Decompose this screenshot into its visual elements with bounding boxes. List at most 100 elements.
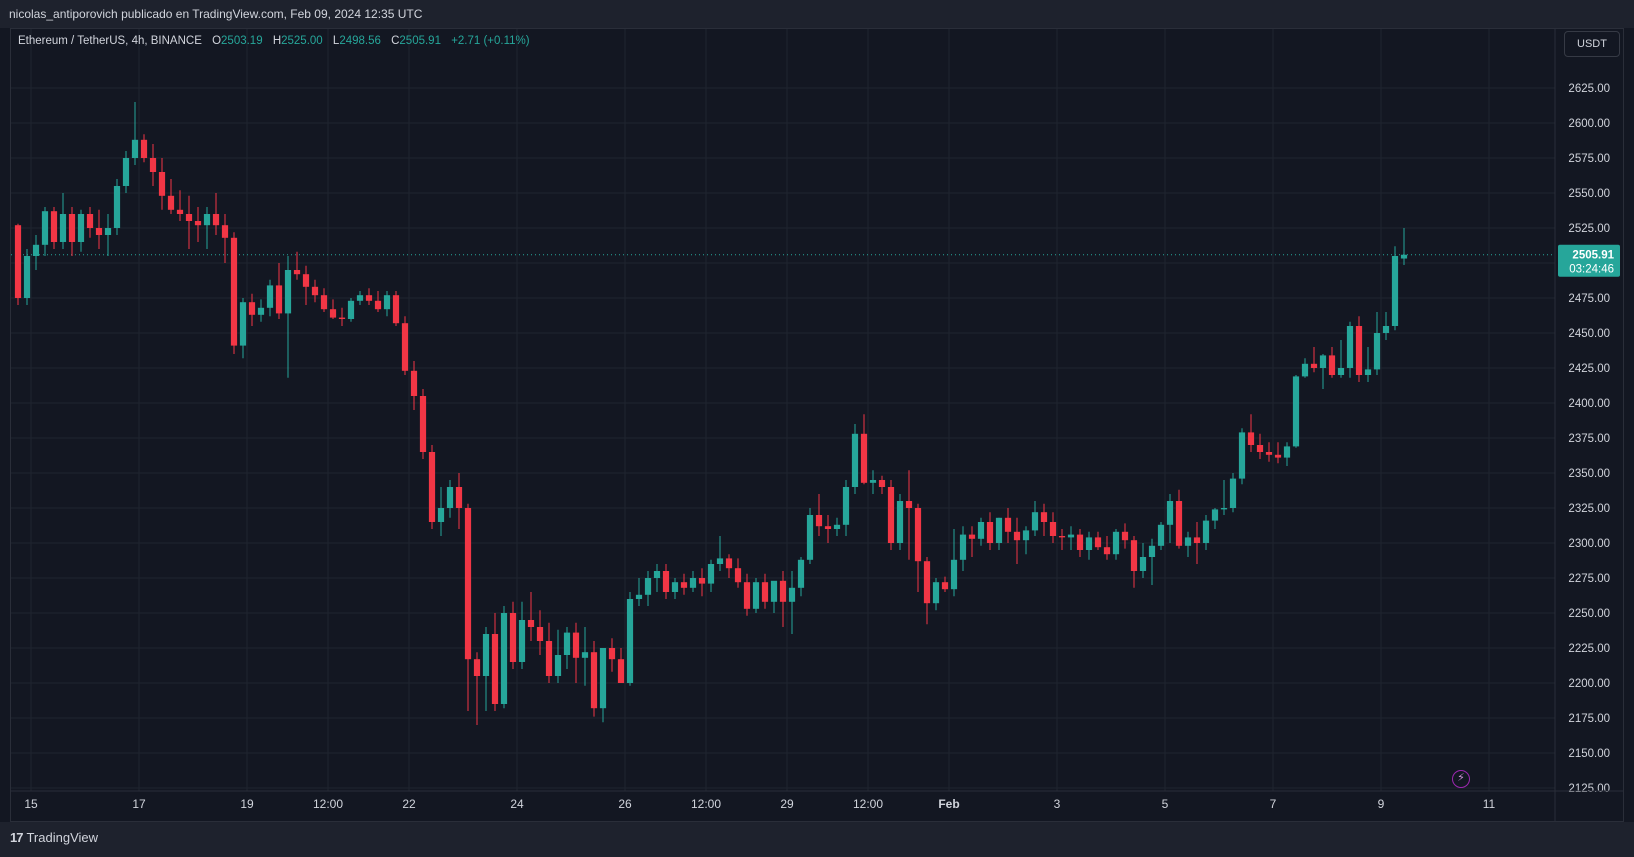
- candle-down: [293, 270, 301, 275]
- candle-down: [1274, 454, 1282, 458]
- y-tick-label: 2525.00: [1568, 223, 1610, 235]
- chart-frame: [10, 28, 1624, 822]
- candle-down: [986, 522, 994, 543]
- candle-down: [1256, 445, 1264, 452]
- candle-down: [428, 452, 436, 522]
- candle-up: [563, 632, 571, 655]
- candle-up: [1391, 256, 1399, 326]
- candle-down: [905, 501, 913, 508]
- candle-up: [653, 571, 661, 578]
- candle-up: [1184, 537, 1192, 546]
- candle-down: [176, 209, 184, 214]
- candle-up: [1022, 530, 1030, 541]
- candle-up: [635, 594, 643, 599]
- y-tick-label: 2400.00: [1568, 398, 1610, 410]
- candle-up: [788, 587, 796, 602]
- candle-up: [257, 307, 265, 315]
- candle-up: [500, 613, 508, 704]
- symbol-title[interactable]: Ethereum / TetherUS, 4h, BINANCE: [18, 35, 202, 47]
- candle-up: [383, 295, 391, 310]
- candle-down: [230, 237, 238, 346]
- y-tick-label: 2250.00: [1568, 608, 1610, 620]
- candle-up: [770, 580, 778, 602]
- y-tick-label: 2550.00: [1568, 188, 1610, 200]
- x-tick-label: 29: [780, 797, 794, 811]
- candle-up: [806, 515, 814, 560]
- tradingview-brand: TradingView: [26, 830, 99, 845]
- candle-up: [689, 578, 697, 588]
- candle-up: [554, 655, 562, 676]
- lightning-icon[interactable]: ⚡: [1452, 770, 1470, 788]
- candle-down: [545, 641, 553, 676]
- candle-down: [1049, 522, 1057, 536]
- candle-up: [446, 487, 454, 508]
- y-tick-label: 2325.00: [1568, 503, 1610, 515]
- change-value: +2.71 (+0.11%): [451, 35, 530, 47]
- candle-down: [779, 580, 787, 602]
- tradingview-logo[interactable]: 17 TradingView: [10, 830, 98, 845]
- candle-up: [482, 634, 490, 676]
- candle-down: [140, 139, 148, 158]
- candle-up: [869, 480, 877, 483]
- x-tick-label: 5: [1162, 797, 1169, 811]
- x-tick-label: 7: [1270, 797, 1277, 811]
- publisher-bar: nicolas_antiporovich publicado en Tradin…: [0, 0, 1634, 28]
- candle-down: [221, 225, 229, 238]
- candle-up: [131, 139, 139, 158]
- y-tick-label: 2175.00: [1568, 713, 1610, 725]
- candle-up: [239, 302, 247, 346]
- candle-up: [1238, 432, 1246, 479]
- candle-up: [626, 599, 634, 683]
- candle-down: [392, 295, 400, 324]
- candle-down: [149, 158, 157, 172]
- candle-up: [896, 501, 904, 543]
- candle-up: [1202, 520, 1210, 543]
- x-tick-label: 11: [1483, 797, 1496, 811]
- candle-down: [617, 659, 625, 683]
- candle-up: [1382, 326, 1390, 333]
- high-value: 2525.00: [281, 35, 323, 47]
- y-tick-label: 2125.00: [1568, 783, 1610, 795]
- tradingview-logo-icon: 17: [10, 830, 24, 845]
- close-value: 2505.91: [399, 35, 441, 47]
- y-tick-label: 2575.00: [1568, 153, 1610, 165]
- candle-up: [1157, 524, 1165, 546]
- candle-up: [1220, 508, 1228, 510]
- y-tick-label: 2475.00: [1568, 293, 1610, 305]
- x-tick-label: 19: [240, 797, 254, 811]
- candle-down: [509, 613, 517, 662]
- candle-up: [1148, 545, 1156, 557]
- candle-up: [1373, 333, 1381, 370]
- open-label: O: [212, 35, 222, 47]
- x-tick-label: 26: [618, 797, 632, 811]
- candle-up: [59, 214, 67, 242]
- candle-up: [284, 270, 292, 314]
- y-tick-label: 2375.00: [1568, 433, 1610, 445]
- low-value: 2498.56: [339, 35, 381, 47]
- y-tick-label: 2150.00: [1568, 748, 1610, 760]
- x-tick-label: 17: [132, 797, 146, 811]
- candle-down: [878, 480, 886, 487]
- candle-down: [95, 228, 103, 235]
- candle-up: [41, 211, 49, 245]
- last-price-tag: [1558, 244, 1620, 277]
- candle-down: [419, 396, 427, 452]
- candle-down: [914, 508, 922, 562]
- currency-button[interactable]: USDT: [1564, 31, 1620, 57]
- candle-down: [923, 561, 931, 604]
- candle-up: [797, 559, 805, 588]
- candle-up: [104, 228, 112, 235]
- candle-down: [1013, 531, 1021, 541]
- candle-up: [1085, 537, 1093, 550]
- candle-down: [68, 214, 76, 242]
- candle-up: [1364, 369, 1372, 375]
- x-tick-label: 24: [510, 797, 524, 811]
- candle-down: [968, 534, 976, 539]
- y-tick-label: 2625.00: [1568, 83, 1610, 95]
- candle-up: [1112, 531, 1120, 555]
- candle-up: [1229, 478, 1237, 508]
- candle-down: [1103, 547, 1111, 555]
- candle-down: [536, 627, 544, 641]
- candle-down: [824, 526, 832, 529]
